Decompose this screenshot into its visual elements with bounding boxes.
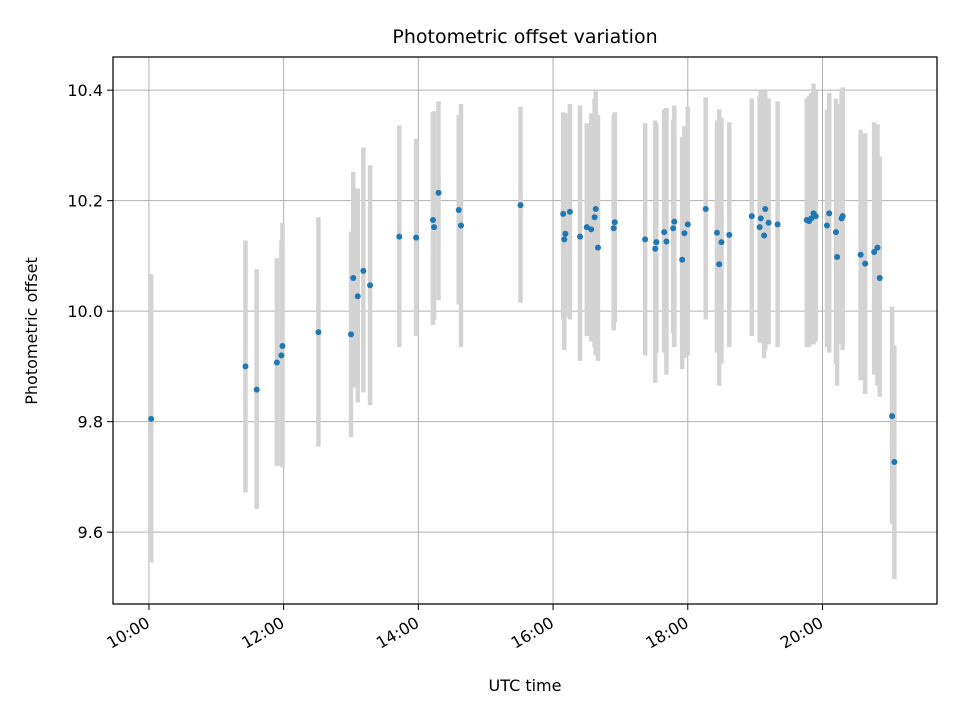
data-point [832, 229, 839, 236]
data-point [278, 352, 285, 359]
y-tick-label: 10.0 [67, 302, 103, 321]
data-point [577, 233, 584, 240]
data-point [652, 245, 659, 252]
data-point [671, 218, 678, 225]
data-point [834, 254, 841, 261]
data-point [562, 230, 569, 237]
data-point [455, 207, 462, 214]
data-point [874, 244, 881, 251]
data-point [661, 229, 668, 236]
data-point [679, 256, 686, 263]
data-point [839, 213, 846, 220]
data-point [588, 226, 595, 233]
data-point [458, 222, 465, 229]
data-point [253, 386, 260, 393]
data-point [566, 208, 573, 215]
data-point [594, 244, 601, 251]
data-point [611, 219, 618, 226]
data-point [756, 224, 763, 231]
data-point [889, 413, 896, 420]
data-point [663, 238, 670, 245]
data-point [592, 205, 599, 212]
data-point [279, 342, 286, 349]
data-point [670, 225, 677, 232]
data-point [862, 260, 869, 267]
data-point [413, 234, 420, 241]
data-point [350, 275, 357, 282]
y-tick-label: 10.4 [67, 81, 103, 100]
data-point [876, 275, 883, 282]
y-axis-title: Photometric offset [22, 257, 41, 405]
data-point [242, 363, 249, 370]
plot-area-frame [112, 56, 938, 605]
data-point [702, 205, 709, 212]
data-points [148, 189, 898, 466]
data-point [653, 239, 660, 246]
chart-title: Photometric offset variation [392, 26, 657, 48]
data-point [761, 232, 768, 239]
data-point [891, 459, 898, 466]
data-point [681, 230, 688, 237]
data-point [517, 202, 524, 209]
data-point [315, 329, 322, 336]
data-point [857, 251, 864, 258]
data-point [347, 331, 354, 338]
data-point [591, 214, 598, 221]
data-point [774, 221, 781, 228]
y-tick-label: 9.8 [78, 413, 103, 432]
data-point [560, 210, 567, 217]
data-point [610, 225, 617, 232]
data-point [435, 189, 442, 196]
data-point [748, 213, 755, 220]
data-point [765, 219, 772, 226]
data-point [716, 261, 723, 268]
data-point [713, 229, 720, 236]
y-axis-ticks: 9.6 9.8 10.0 10.2 10.4 [67, 81, 113, 542]
data-point [871, 249, 878, 256]
data-point [757, 215, 764, 222]
data-point [561, 236, 568, 243]
data-point [823, 222, 830, 229]
data-point [684, 221, 691, 228]
data-point [583, 224, 590, 231]
data-point [718, 239, 725, 246]
data-point [808, 215, 815, 222]
x-axis-title: UTC time [489, 676, 562, 695]
data-point [148, 415, 155, 422]
y-tick-label: 9.6 [78, 523, 103, 542]
data-point [826, 210, 833, 217]
y-tick-label: 10.2 [67, 192, 103, 211]
data-point [431, 224, 438, 231]
data-point [726, 231, 733, 238]
data-point [354, 293, 361, 300]
data-point [762, 205, 769, 212]
data-point [812, 213, 819, 220]
data-point [642, 236, 649, 243]
data-point [367, 282, 374, 289]
data-point [429, 216, 436, 223]
data-point [396, 233, 403, 240]
data-point [360, 267, 367, 274]
data-point [273, 359, 280, 366]
